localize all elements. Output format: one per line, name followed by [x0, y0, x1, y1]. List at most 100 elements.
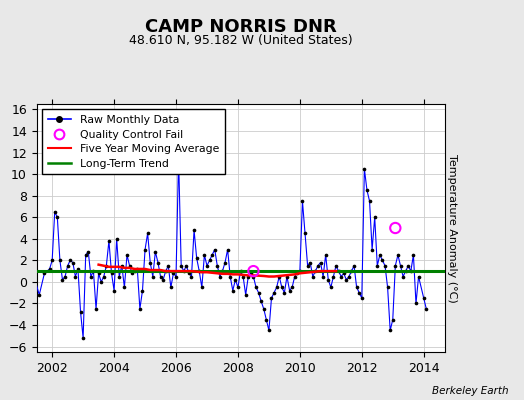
Point [303, 262, 312, 269]
Point [86, 273, 95, 280]
Point [265, 327, 273, 334]
Point [404, 262, 412, 269]
Point [252, 284, 260, 290]
Point [340, 270, 348, 276]
Point [123, 252, 131, 258]
Point [422, 306, 431, 312]
Point [151, 248, 159, 255]
Point [69, 259, 77, 266]
Point [386, 327, 395, 334]
Point [110, 287, 118, 294]
Point [249, 273, 258, 280]
Point [192, 255, 201, 261]
Legend: Raw Monthly Data, Quality Control Fail, Five Year Moving Average, Long-Term Tren: Raw Monthly Data, Quality Control Fail, … [42, 110, 225, 174]
Point [257, 298, 265, 304]
Point [167, 284, 175, 290]
Point [161, 268, 170, 274]
Point [48, 257, 57, 264]
Point [262, 316, 270, 323]
Point [355, 290, 364, 296]
Point [89, 268, 97, 274]
Point [236, 268, 245, 274]
Point [363, 187, 371, 194]
Point [347, 268, 356, 274]
Point [239, 273, 247, 280]
Point [74, 266, 82, 272]
Point [182, 262, 191, 269]
Point [185, 270, 193, 276]
Point [267, 295, 276, 301]
Point [56, 257, 64, 264]
Point [228, 287, 237, 294]
Point [195, 268, 203, 274]
Point [247, 270, 255, 276]
Point [373, 262, 381, 269]
Point [301, 230, 309, 236]
Point [144, 230, 152, 236]
Point [234, 284, 242, 290]
Point [337, 273, 345, 280]
Point [420, 295, 428, 301]
Point [84, 248, 93, 255]
Point [332, 262, 340, 269]
Point [342, 276, 351, 283]
Point [100, 273, 108, 280]
Point [329, 273, 337, 280]
Point [40, 270, 49, 276]
Point [399, 273, 407, 280]
Point [407, 268, 415, 274]
Point [211, 246, 219, 253]
Point [187, 273, 195, 280]
Point [213, 262, 222, 269]
Point [174, 155, 183, 161]
Point [177, 262, 185, 269]
Point [149, 273, 157, 280]
Point [309, 273, 317, 280]
Point [94, 270, 103, 276]
Point [365, 198, 374, 204]
Point [270, 290, 278, 296]
Point [130, 268, 139, 274]
Point [53, 214, 61, 220]
Point [58, 276, 67, 283]
Point [82, 252, 90, 258]
Point [376, 252, 384, 258]
Point [389, 316, 397, 323]
Point [46, 266, 54, 272]
Point [272, 284, 281, 290]
Point [286, 287, 294, 294]
Point [125, 262, 134, 269]
Point [319, 273, 328, 280]
Point [370, 214, 379, 220]
Point [314, 262, 322, 269]
Point [120, 284, 128, 290]
Point [368, 246, 376, 253]
Point [25, 212, 33, 218]
Point [92, 306, 100, 312]
Point [316, 259, 325, 266]
Point [219, 268, 227, 274]
Point [19, 216, 28, 222]
Point [353, 284, 361, 290]
Point [394, 252, 402, 258]
Text: 48.610 N, 95.182 W (United States): 48.610 N, 95.182 W (United States) [129, 34, 353, 47]
Text: Berkeley Earth: Berkeley Earth [432, 386, 508, 396]
Point [216, 273, 224, 280]
Point [71, 273, 80, 280]
Point [159, 276, 167, 283]
Point [249, 268, 258, 274]
Point [223, 246, 232, 253]
Point [326, 284, 335, 290]
Point [226, 273, 234, 280]
Point [205, 257, 214, 264]
Point [105, 238, 113, 244]
Point [136, 306, 144, 312]
Point [412, 300, 420, 307]
Point [164, 262, 172, 269]
Point [290, 273, 299, 280]
Point [138, 287, 147, 294]
Point [242, 292, 250, 298]
Point [190, 227, 198, 233]
Point [345, 273, 353, 280]
Point [396, 262, 405, 269]
